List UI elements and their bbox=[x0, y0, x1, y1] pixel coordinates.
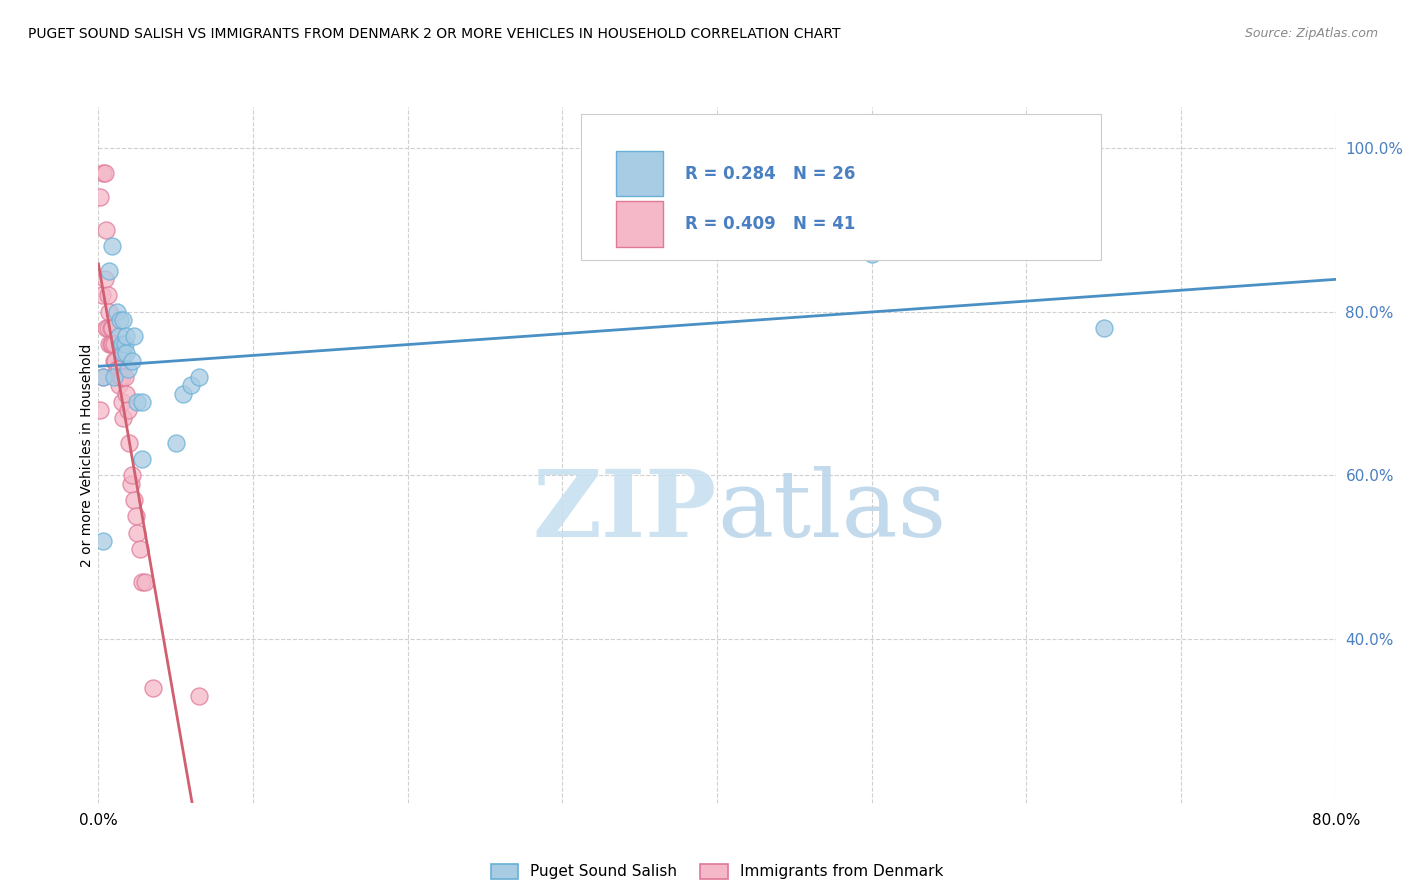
Point bbox=[91, 533, 114, 548]
Point bbox=[111, 337, 132, 351]
Point bbox=[103, 370, 125, 384]
Point bbox=[107, 329, 129, 343]
Point bbox=[131, 394, 153, 409]
Point bbox=[90, 288, 112, 302]
Point bbox=[188, 370, 211, 384]
Point bbox=[131, 574, 153, 589]
Text: PUGET SOUND SALISH VS IMMIGRANTS FROM DENMARK 2 OR MORE VEHICLES IN HOUSEHOLD CO: PUGET SOUND SALISH VS IMMIGRANTS FROM DE… bbox=[28, 27, 841, 41]
Text: R = 0.284   N = 26: R = 0.284 N = 26 bbox=[685, 165, 855, 183]
Point bbox=[100, 321, 122, 335]
Point bbox=[117, 403, 139, 417]
FancyBboxPatch shape bbox=[581, 114, 1101, 260]
Point bbox=[180, 378, 202, 392]
Point bbox=[108, 370, 131, 384]
Point bbox=[96, 321, 118, 335]
Point bbox=[111, 394, 132, 409]
Point bbox=[91, 370, 114, 384]
Point bbox=[105, 362, 128, 376]
Point bbox=[860, 247, 883, 261]
Point bbox=[91, 165, 114, 179]
Point bbox=[101, 239, 124, 253]
Point bbox=[98, 337, 121, 351]
Point bbox=[107, 378, 129, 392]
Point bbox=[93, 165, 115, 179]
Point bbox=[98, 304, 121, 318]
Point bbox=[103, 353, 125, 368]
Point bbox=[124, 509, 146, 524]
Text: ZIP: ZIP bbox=[533, 466, 717, 556]
Point bbox=[141, 681, 165, 696]
Point bbox=[97, 321, 120, 335]
Point bbox=[114, 337, 136, 351]
Point bbox=[127, 525, 149, 540]
Point bbox=[131, 452, 153, 467]
Point bbox=[103, 337, 125, 351]
Point bbox=[89, 403, 111, 417]
Text: R = 0.409   N = 41: R = 0.409 N = 41 bbox=[685, 215, 855, 233]
Point bbox=[118, 435, 141, 450]
Y-axis label: 2 or more Vehicles in Household: 2 or more Vehicles in Household bbox=[80, 343, 94, 566]
Point bbox=[101, 337, 124, 351]
Text: atlas: atlas bbox=[717, 466, 946, 556]
Point bbox=[1092, 321, 1115, 335]
Point bbox=[121, 353, 143, 368]
Point bbox=[97, 288, 120, 302]
FancyBboxPatch shape bbox=[616, 202, 662, 247]
Point bbox=[93, 272, 115, 286]
Legend: Puget Sound Salish, Immigrants from Denmark: Puget Sound Salish, Immigrants from Denm… bbox=[485, 857, 949, 886]
Point bbox=[134, 574, 156, 589]
Point bbox=[172, 386, 194, 401]
Point bbox=[114, 370, 136, 384]
Point bbox=[127, 394, 149, 409]
Point bbox=[115, 329, 138, 343]
Text: Source: ZipAtlas.com: Source: ZipAtlas.com bbox=[1244, 27, 1378, 40]
Point bbox=[101, 321, 124, 335]
Point bbox=[115, 386, 138, 401]
Point bbox=[122, 329, 145, 343]
Point bbox=[98, 264, 121, 278]
Point bbox=[107, 362, 129, 376]
Point bbox=[89, 190, 111, 204]
Point bbox=[120, 476, 142, 491]
Point bbox=[112, 313, 135, 327]
Point bbox=[165, 435, 187, 450]
Point bbox=[105, 304, 128, 318]
Point bbox=[104, 353, 127, 368]
Point bbox=[188, 690, 211, 704]
Point bbox=[112, 345, 135, 359]
Point bbox=[108, 313, 131, 327]
Point bbox=[100, 337, 122, 351]
Point bbox=[91, 370, 114, 384]
Point bbox=[129, 542, 152, 557]
Point bbox=[112, 411, 135, 425]
FancyBboxPatch shape bbox=[616, 152, 662, 196]
Point bbox=[117, 362, 139, 376]
Point bbox=[111, 370, 132, 384]
Point bbox=[121, 468, 143, 483]
Point bbox=[96, 223, 118, 237]
Point bbox=[115, 345, 138, 359]
Point bbox=[122, 492, 145, 507]
